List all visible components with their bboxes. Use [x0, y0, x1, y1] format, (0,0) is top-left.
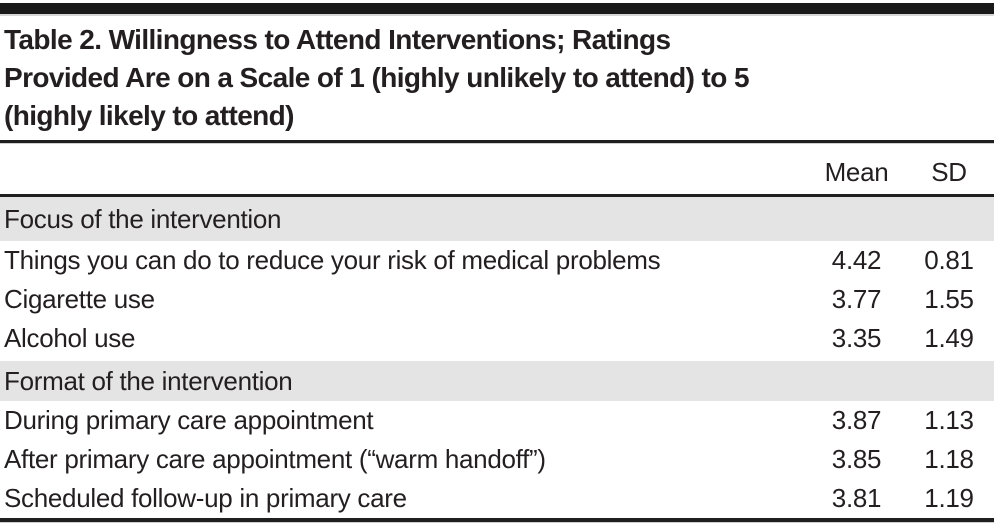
top-divider-bar — [0, 3, 994, 14]
column-header-sd: SD — [931, 157, 967, 187]
table-row: During primary care appointment 3.87 1.1… — [0, 401, 994, 440]
table-2-willingness-to-attend: Table 2. Willingness to Attend Intervent… — [0, 3, 994, 525]
mean-value: 3.85 — [831, 444, 882, 474]
table-row: Alcohol use 3.35 1.49 — [0, 319, 994, 358]
sd-value: 0.81 — [924, 245, 974, 275]
table-title-line-1: Table 2. Willingness to Attend Intervent… — [4, 24, 671, 55]
section-header-focus: Focus of the intervention — [0, 197, 994, 241]
row-label: Scheduled follow-up in primary care — [4, 483, 407, 513]
bottom-rule — [0, 518, 994, 523]
mean-value: 3.77 — [831, 284, 882, 314]
top-divider-shadow — [0, 14, 994, 16]
sd-value: 1.18 — [924, 444, 974, 474]
table-row: Cigarette use 3.77 1.55 — [0, 280, 994, 319]
header-rule — [0, 194, 994, 197]
table-title-line-2: Provided Are on a Scale of 1 (highly unl… — [4, 62, 750, 93]
sd-value: 1.55 — [924, 284, 974, 314]
table-title: Table 2. Willingness to Attend Intervent… — [0, 16, 994, 135]
table-row: After primary care appointment (“warm ha… — [0, 440, 994, 479]
sd-value: 1.49 — [924, 323, 974, 353]
row-label: Alcohol use — [4, 323, 136, 353]
row-label: After primary care appointment (“warm ha… — [4, 444, 546, 474]
column-header-mean: Mean — [824, 157, 889, 187]
table-row: Things you can do to reduce your risk of… — [0, 241, 994, 280]
section-header-label: Format of the intervention — [4, 365, 293, 396]
section-header-format: Format of the intervention — [0, 361, 994, 401]
table-title-line-3: (highly likely to attend) — [4, 100, 295, 131]
sd-value: 1.19 — [924, 483, 974, 513]
mean-value: 3.81 — [831, 483, 882, 513]
row-label: During primary care appointment — [4, 405, 374, 435]
title-rule — [0, 140, 994, 144]
mean-value: 4.42 — [831, 245, 882, 275]
table-row: Scheduled follow-up in primary care 3.81… — [0, 479, 994, 518]
section-header-label: Focus of the intervention — [4, 203, 282, 234]
column-header-row: Mean SD — [0, 144, 994, 194]
mean-value: 3.35 — [831, 323, 882, 353]
row-label: Things you can do to reduce your risk of… — [4, 245, 661, 275]
mean-value: 3.87 — [831, 405, 882, 435]
row-label: Cigarette use — [4, 284, 155, 314]
sd-value: 1.13 — [924, 405, 974, 435]
